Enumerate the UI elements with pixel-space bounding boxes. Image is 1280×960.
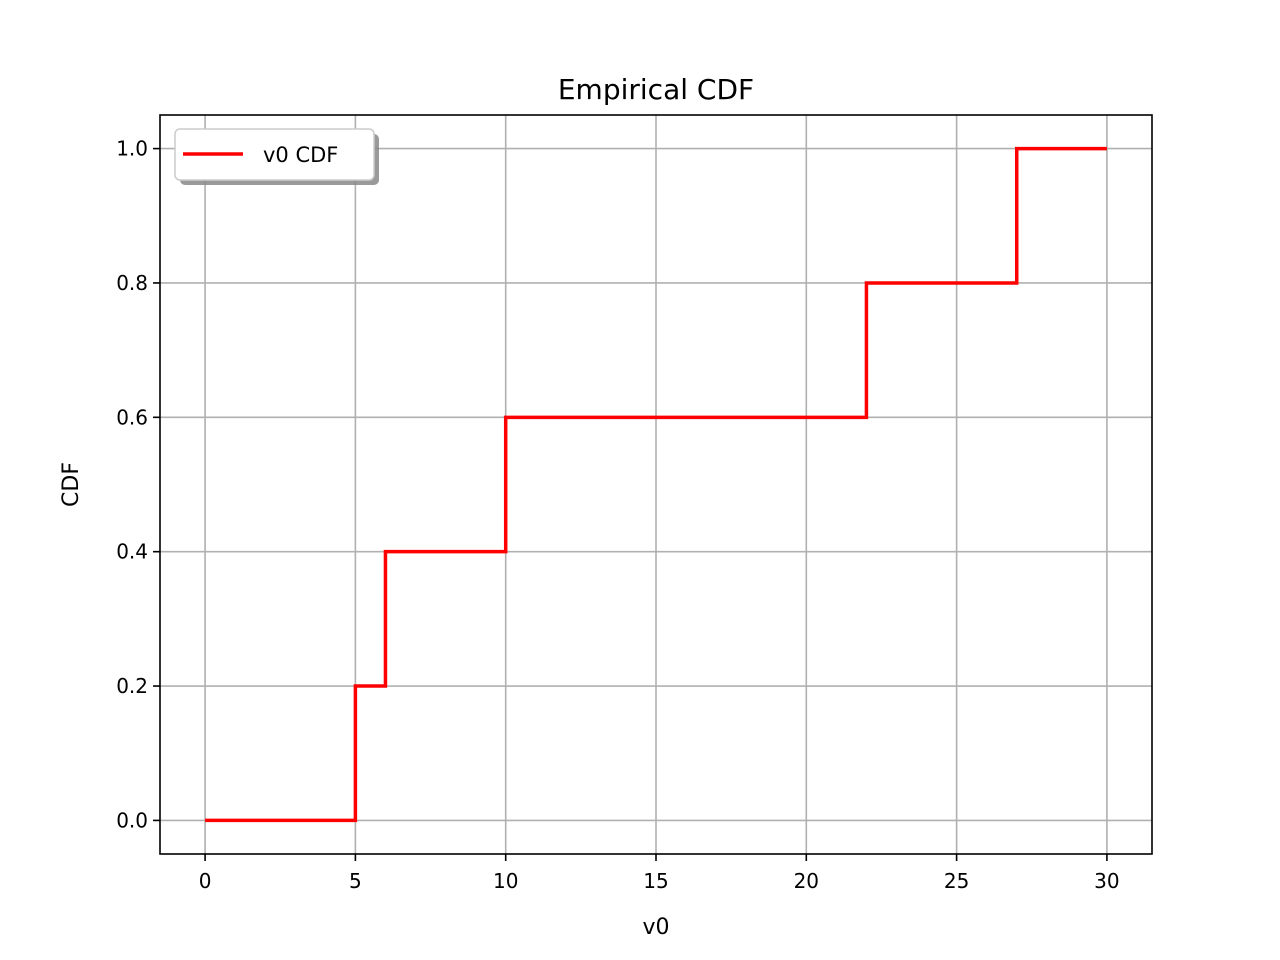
x-tick-label: 10 xyxy=(493,869,518,893)
chart-title: Empirical CDF xyxy=(558,73,754,106)
y-tick-label: 0.2 xyxy=(116,674,148,698)
y-tick-label: 0.6 xyxy=(116,405,148,429)
ticks: 0 5 10 15 20 25 30 0.0 0.2 0.4 0.6 0.8 1.0 xyxy=(116,137,1119,893)
legend-label-v0-cdf: v0 CDF xyxy=(263,143,338,167)
y-tick-label: 1.0 xyxy=(116,137,148,161)
x-axis-label: v0 xyxy=(642,915,669,940)
y-axis-label: CDF xyxy=(59,462,84,507)
x-tick-label: 20 xyxy=(794,869,819,893)
x-tick-label: 25 xyxy=(944,869,969,893)
x-tick-label: 15 xyxy=(643,869,668,893)
y-tick-label: 0.8 xyxy=(116,271,148,295)
legend: v0 CDF xyxy=(174,128,379,185)
x-tick-label: 30 xyxy=(1094,869,1119,893)
legend-box xyxy=(174,128,375,181)
y-tick-label: 0.4 xyxy=(116,540,148,564)
series-line-v0-cdf xyxy=(205,146,1107,823)
y-tick-label: 0.0 xyxy=(116,808,148,832)
x-tick-label: 0 xyxy=(199,869,212,893)
series-layer xyxy=(205,146,1107,823)
x-tick-label: 5 xyxy=(349,869,362,893)
